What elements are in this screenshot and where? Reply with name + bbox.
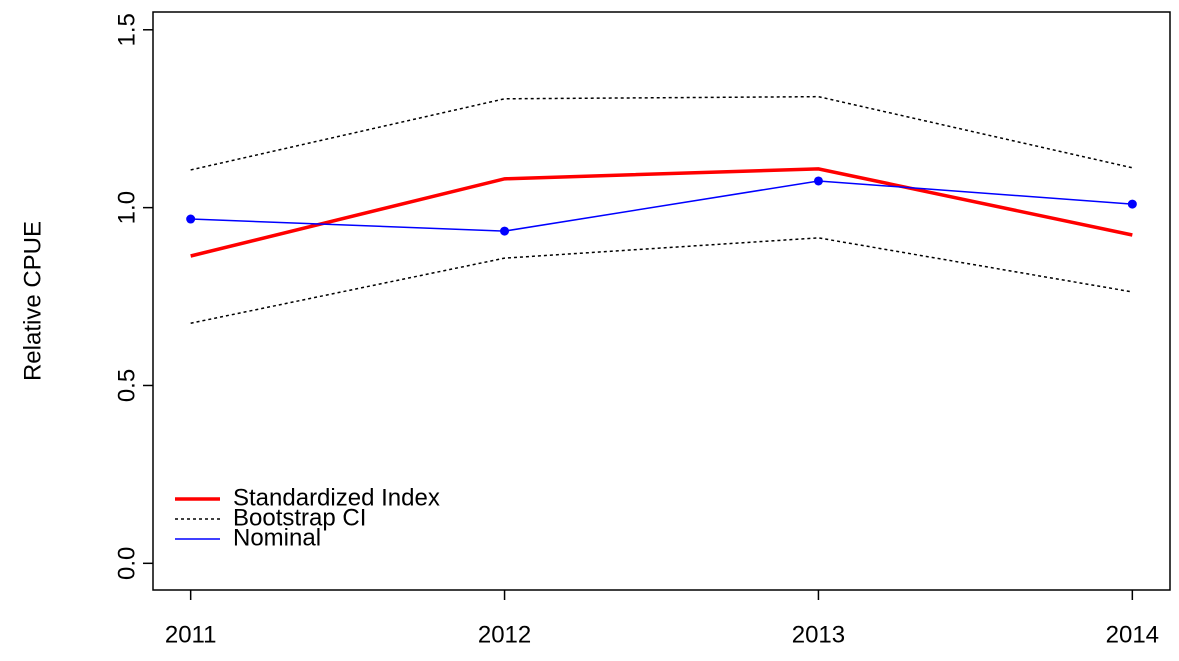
point bbox=[1127, 199, 1137, 209]
x-tick-label: 2011 bbox=[165, 621, 217, 648]
legend-label: Bootstrap CI bbox=[233, 504, 366, 531]
y-tick-label: 0.5 bbox=[113, 369, 140, 402]
y-tick-label: 1.5 bbox=[113, 13, 140, 46]
x-tick-label: 2013 bbox=[792, 621, 845, 648]
x-tick-label: 2012 bbox=[478, 621, 531, 648]
point bbox=[500, 226, 510, 236]
ci-upper-line bbox=[190, 95, 1133, 171]
y-axis-label: Relative CPUE bbox=[19, 221, 46, 381]
y-tick-label: 1.0 bbox=[113, 191, 140, 224]
legend-label: Standardized Index bbox=[233, 484, 440, 511]
plot-frame bbox=[152, 11, 1171, 591]
ci-lower-line bbox=[190, 237, 1133, 324]
point bbox=[813, 176, 823, 186]
series-line bbox=[190, 167, 1133, 258]
x-tick-label: 2014 bbox=[1106, 621, 1159, 648]
point bbox=[186, 214, 196, 224]
y-tick-label: 0.0 bbox=[113, 547, 140, 580]
series-line bbox=[190, 180, 1133, 232]
legend-label: Nominal bbox=[233, 524, 321, 551]
